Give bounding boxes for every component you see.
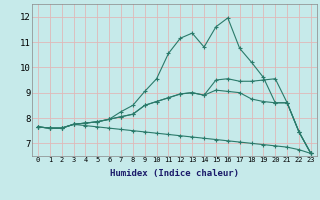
X-axis label: Humidex (Indice chaleur): Humidex (Indice chaleur) [110, 169, 239, 178]
